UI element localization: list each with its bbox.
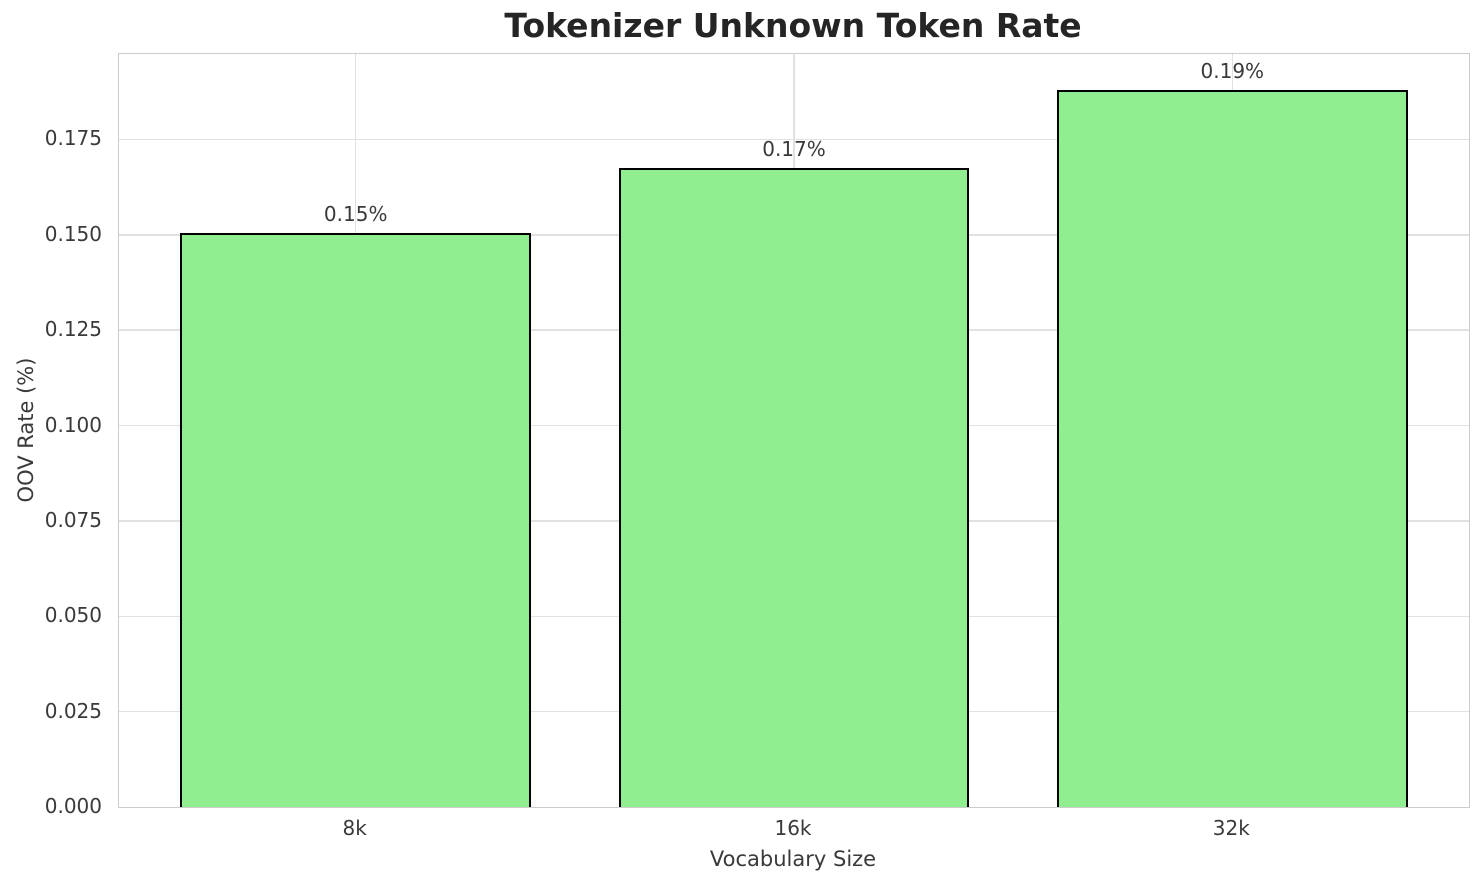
plot-area: 0.15% 0.17% 0.19% xyxy=(118,53,1470,808)
bar-value-label: 0.19% xyxy=(1200,58,1265,83)
y-tick-label: 0.000 xyxy=(44,794,102,818)
x-axis-label: Vocabulary Size xyxy=(709,847,877,871)
x-tick-label: 32k xyxy=(1212,816,1250,840)
y-tick-label: 0.175 xyxy=(44,126,102,151)
bar xyxy=(618,168,970,807)
y-tick-label: 0.050 xyxy=(44,603,102,628)
bar xyxy=(1056,89,1408,807)
y-tick-label: 0.150 xyxy=(44,221,102,246)
x-tick-label: 16k xyxy=(774,816,812,840)
y-tick-label: 0.125 xyxy=(44,317,102,342)
bar xyxy=(180,232,531,807)
bar-value-label: 0.15% xyxy=(323,201,388,226)
y-tick-label: 0.025 xyxy=(44,698,102,723)
chart-title: Tokenizer Unknown Token Rate xyxy=(504,6,1082,45)
y-tick-label: 0.075 xyxy=(44,507,102,532)
bar-value-label: 0.17% xyxy=(762,137,826,162)
x-tick-label: 8k xyxy=(342,816,367,840)
y-tick-label: 0.100 xyxy=(44,412,102,437)
